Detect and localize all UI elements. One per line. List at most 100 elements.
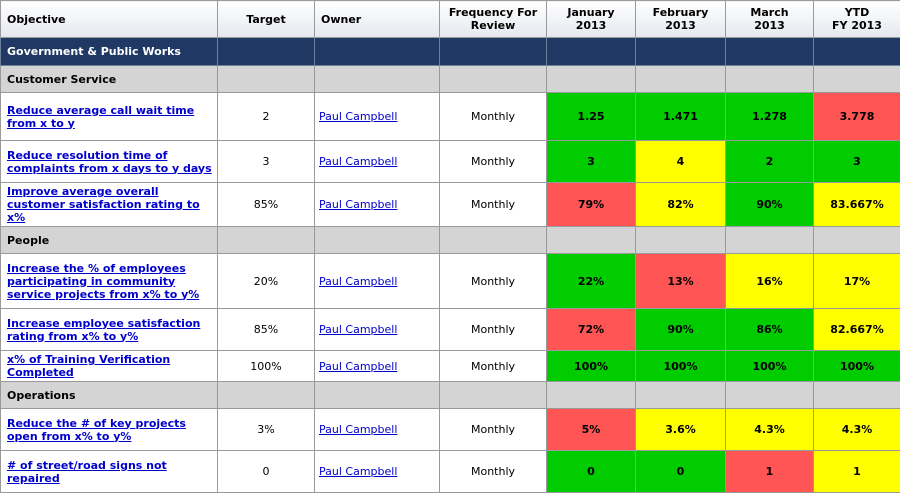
jan-value: 3	[547, 141, 636, 183]
mar-value: 90%	[726, 183, 814, 227]
feb-value: 3.6%	[636, 409, 726, 451]
objective-link[interactable]: # of street/road signs not repaired	[7, 459, 213, 485]
mar-value: 1.278	[726, 93, 814, 141]
feb-value: 4	[636, 141, 726, 183]
group-row: Customer Service	[1, 66, 900, 93]
owner-header[interactable]: Owner	[315, 1, 440, 38]
jan-value: 100%	[547, 351, 636, 382]
feb-value: 0	[636, 451, 726, 493]
objective-link[interactable]: Increase employee satisfaction rating fr…	[7, 317, 213, 343]
jan-value: 0	[547, 451, 636, 493]
frequency-value: Monthly	[440, 309, 547, 351]
target-value: 3	[218, 141, 315, 183]
owner-cell: Paul Campbell	[315, 409, 440, 451]
owner-cell: Paul Campbell	[315, 309, 440, 351]
objective-cell: Reduce the # of key projects open from x…	[1, 409, 218, 451]
ytd-value: 4.3%	[814, 409, 900, 451]
objective-cell: # of street/road signs not repaired	[1, 451, 218, 493]
objective-link[interactable]: Improve average overall customer satisfa…	[7, 185, 213, 224]
objective-row: Reduce the # of key projects open from x…	[1, 409, 900, 451]
owner-link[interactable]: Paul Campbell	[319, 110, 397, 123]
mar-value: 4.3%	[726, 409, 814, 451]
objective-row: Increase employee satisfaction rating fr…	[1, 309, 900, 351]
owner-link[interactable]: Paul Campbell	[319, 198, 397, 211]
objective-row: Reduce resolution time of complaints fro…	[1, 141, 900, 183]
objective-cell: Improve average overall customer satisfa…	[1, 183, 218, 227]
owner-cell: Paul Campbell	[315, 141, 440, 183]
objective-cell: x% of Training Verification Completed	[1, 351, 218, 382]
objective-cell: Increase employee satisfaction rating fr…	[1, 309, 218, 351]
target-value: 0	[218, 451, 315, 493]
target-value: 85%	[218, 183, 315, 227]
jan-value: 5%	[547, 409, 636, 451]
owner-link[interactable]: Paul Campbell	[319, 423, 397, 436]
owner-link[interactable]: Paul Campbell	[319, 360, 397, 373]
group-name: Operations	[1, 382, 218, 409]
objective-row: Increase the % of employees participatin…	[1, 254, 900, 309]
target-value: 100%	[218, 351, 315, 382]
target-header[interactable]: Target	[218, 1, 315, 38]
objective-cell: Increase the % of employees participatin…	[1, 254, 218, 309]
ytd-value: 3.778	[814, 93, 900, 141]
ytd-value: 82.667%	[814, 309, 900, 351]
objective-link[interactable]: Reduce the # of key projects open from x…	[7, 417, 213, 443]
objective-header[interactable]: Objective	[1, 1, 218, 38]
group-name: People	[1, 227, 218, 254]
jan-value: 1.25	[547, 93, 636, 141]
jan-value: 22%	[547, 254, 636, 309]
jan-value: 72%	[547, 309, 636, 351]
mar-value: 86%	[726, 309, 814, 351]
frequency-value: Monthly	[440, 451, 547, 493]
target-value: 3%	[218, 409, 315, 451]
frequency-value: Monthly	[440, 141, 547, 183]
objective-row: Reduce average call wait time from x to …	[1, 93, 900, 141]
objective-link[interactable]: Reduce average call wait time from x to …	[7, 104, 213, 130]
owner-cell: Paul Campbell	[315, 351, 440, 382]
jan-value: 79%	[547, 183, 636, 227]
target-value: 2	[218, 93, 315, 141]
objective-row: Improve average overall customer satisfa…	[1, 183, 900, 227]
feb-value: 100%	[636, 351, 726, 382]
group-row: Operations	[1, 382, 900, 409]
objective-cell: Reduce resolution time of complaints fro…	[1, 141, 218, 183]
ytd-value: 17%	[814, 254, 900, 309]
frequency-value: Monthly	[440, 183, 547, 227]
owner-cell: Paul Campbell	[315, 183, 440, 227]
mar-value: 1	[726, 451, 814, 493]
frequency-value: Monthly	[440, 409, 547, 451]
owner-cell: Paul Campbell	[315, 451, 440, 493]
department-name: Government & Public Works	[1, 38, 218, 66]
ytd-value: 100%	[814, 351, 900, 382]
feb-value: 90%	[636, 309, 726, 351]
ytd-value: 3	[814, 141, 900, 183]
target-value: 20%	[218, 254, 315, 309]
ytd-value: 83.667%	[814, 183, 900, 227]
feb-value: 1.471	[636, 93, 726, 141]
ytd-value: 1	[814, 451, 900, 493]
owner-link[interactable]: Paul Campbell	[319, 155, 397, 168]
owner-cell: Paul Campbell	[315, 254, 440, 309]
group-name: Customer Service	[1, 66, 218, 93]
objective-cell: Reduce average call wait time from x to …	[1, 93, 218, 141]
owner-link[interactable]: Paul Campbell	[319, 275, 397, 288]
feb-value: 82%	[636, 183, 726, 227]
objective-link[interactable]: x% of Training Verification Completed	[7, 353, 213, 379]
objective-link[interactable]: Reduce resolution time of complaints fro…	[7, 149, 213, 175]
frequency-value: Monthly	[440, 351, 547, 382]
owner-link[interactable]: Paul Campbell	[319, 465, 397, 478]
objective-link[interactable]: Increase the % of employees participatin…	[7, 262, 213, 301]
feb-value: 13%	[636, 254, 726, 309]
owner-link[interactable]: Paul Campbell	[319, 323, 397, 336]
frequency-value: Monthly	[440, 93, 547, 141]
mar-value: 100%	[726, 351, 814, 382]
department-row: Government & Public Works	[1, 38, 900, 66]
mar-value: 2	[726, 141, 814, 183]
